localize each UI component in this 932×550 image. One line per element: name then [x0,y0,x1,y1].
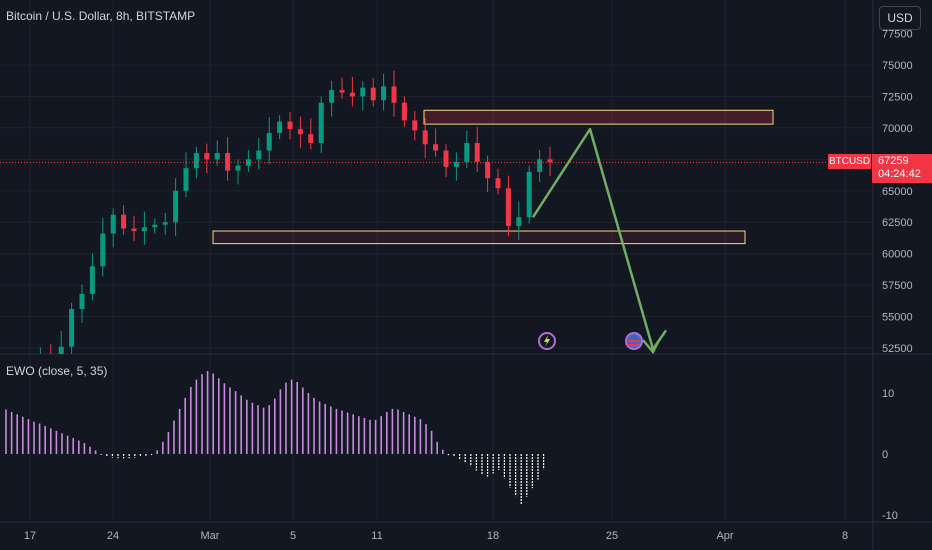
candle [443,150,449,167]
candle [58,346,64,354]
us-flag-event-icon [625,332,643,350]
time-axis-label: 18 [487,530,499,542]
candle [381,86,387,101]
candle [193,153,199,169]
time-axis-label: 25 [606,530,618,542]
price-axis-label: 72500 [882,91,913,103]
price-axis-label: 57500 [882,280,913,292]
candle [308,134,314,143]
candle [516,217,522,226]
candle [110,214,116,234]
projection-arrowhead [642,339,660,354]
candle [183,168,189,191]
time-axis-label: Apr [716,530,733,542]
ewo-histogram [5,371,545,505]
projection-path [531,127,668,351]
main-pane [38,70,774,361]
grid [0,0,873,522]
candle [474,142,480,162]
indicator-title[interactable]: EWO (close, 5, 35) [6,364,108,378]
candle [38,357,43,361]
last-price-countdown: 04:24:42 [878,168,921,180]
last-price-tag: BTCUSD 67259 04:24:42 [828,154,932,183]
price-axis-label: 62500 [882,217,913,229]
candle [277,121,283,133]
time-axis-label: 17 [24,530,36,542]
us-flag-event-icon-stripe [628,340,640,342]
currency-button[interactable]: USD [879,6,921,30]
candle [526,171,532,218]
candle [401,102,407,121]
candle [225,153,231,171]
resistance-zone [423,109,774,125]
candle [433,144,439,151]
candle [256,150,262,160]
candle [173,190,179,223]
candle [370,87,376,101]
time-axis-label: 11 [371,530,382,542]
candle [266,132,272,151]
last-price-symbol-label: BTCUSD [828,154,871,169]
candle [141,227,147,232]
candle [235,165,241,171]
time-axis-label: Mar [201,530,220,542]
price-axis-label: 65000 [882,186,913,198]
candle [297,129,303,135]
price-axis-label: 55000 [882,312,913,324]
candle [339,90,345,93]
candle [412,120,418,131]
price-axis-label: 70000 [882,123,913,135]
price-axis-label: 52500 [882,343,913,355]
candle [547,159,553,163]
candle [69,309,75,347]
candles [38,70,553,361]
candle [214,153,220,160]
support-zone [212,230,746,245]
ewo-axis-label: -10 [882,510,898,522]
candle [152,224,158,228]
candle [464,142,470,162]
candle [349,92,355,97]
candle [121,214,127,229]
ewo-axis-label: 10 [882,388,894,400]
candle [485,161,491,179]
candle [287,121,293,130]
us-flag-event-icon-stripe [628,344,640,346]
candle [79,293,85,310]
symbol-title: Bitcoin / U.S. Dollar, 8h, BITSTAMP [6,9,196,23]
candle [495,178,501,189]
time-axis-label: 24 [107,530,119,542]
candle [204,153,210,160]
candle [537,159,543,172]
time-axis-label: 5 [290,530,296,542]
candle [422,130,428,145]
price-axis-label: 60000 [882,249,913,261]
price-axis-label: 75000 [882,60,913,72]
candle [131,228,137,232]
price-axis-label: 77500 [882,29,913,41]
candle [162,222,168,225]
candle [318,102,324,143]
candle [329,90,335,103]
candle [245,159,251,166]
time-axis-label: 8 [842,530,848,542]
candle [89,266,95,294]
candle [453,161,459,167]
ewo-axis-label: 0 [882,449,888,461]
candle [100,233,106,267]
candle [391,86,397,103]
candle [360,87,366,97]
candle [505,188,511,226]
lightning-event-icon-bolt [544,335,550,347]
last-price-value: 67259 [878,155,909,167]
lightning-event-icon [538,332,556,350]
